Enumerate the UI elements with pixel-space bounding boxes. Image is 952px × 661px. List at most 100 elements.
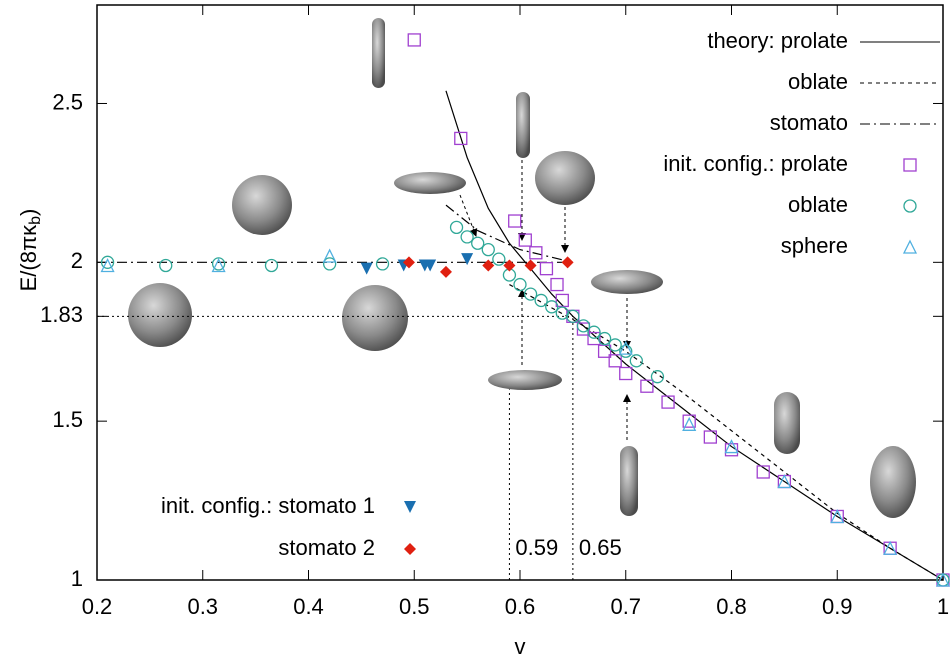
x-tick-label: 0.5 [399,594,430,619]
y-axis-label: E/(8πκb) [16,209,44,292]
point [587,325,601,339]
point [439,265,452,278]
point [576,319,591,333]
point [682,416,697,431]
legend-label: sphere [781,233,848,258]
point [322,248,337,263]
legend-name: oblate [788,69,848,94]
point [523,287,538,301]
point [503,259,516,272]
legend-swatch [404,543,416,555]
point [640,379,654,393]
legend-name: prolate [781,28,848,53]
point [402,256,415,269]
y-tick-label: 2 [71,248,83,273]
point [481,242,495,257]
y-label-part: E/(8πκ [16,224,41,292]
point [322,257,337,271]
shape-arrows [459,160,631,440]
point [608,354,622,368]
point [159,258,173,273]
x-tick-label: 0.2 [82,594,113,619]
point [597,344,612,358]
point [449,220,464,235]
point [460,230,474,244]
point [360,262,373,275]
point [513,277,527,292]
y-tick-label: 1 [71,566,83,591]
point [597,331,612,346]
legend-label: init. config.: stomato 1 [161,493,375,518]
point [629,354,643,368]
y-tick-label: 1.83 [40,302,83,327]
point [756,465,770,479]
x-tick-label: 0.3 [187,594,218,619]
point [264,258,279,273]
legend-prefix: init. config.: [161,493,272,518]
point [587,331,601,346]
point [883,540,898,555]
legend-label: oblate [788,192,848,217]
point [492,252,506,266]
point [550,277,564,292]
legend-name: oblate [788,192,848,217]
legend-name: stomato 1 [278,493,375,518]
point [524,259,537,272]
point [375,257,390,271]
point [618,340,633,355]
point [534,293,548,308]
point [724,439,739,454]
x-tick-label: 0.9 [822,594,853,619]
y-label-part: ) [16,209,41,216]
line-series [97,204,574,263]
legend-name: sphere [781,233,848,258]
legend-prefix: init. config.: [663,151,774,176]
point [682,414,696,428]
legend-swatch [902,239,918,254]
point [830,509,845,524]
line-series [509,284,944,581]
point [545,300,559,314]
y-tick-label: 2.5 [52,89,83,114]
point [461,253,474,266]
legend-name: stomato [770,110,848,135]
vesicle-shapes [128,18,916,518]
point [529,246,543,260]
legend-label: oblate [788,69,848,94]
point [454,131,468,146]
point [211,258,226,273]
point [561,256,574,269]
point [482,259,495,272]
point [100,258,115,273]
point [935,572,951,587]
legend-label: init. config.: prolate [663,151,848,176]
legend-label: stomato [770,110,848,135]
x-tick-label: 0.6 [505,594,536,619]
x-tick-label: 0.8 [716,594,747,619]
point [424,259,437,272]
point [724,443,739,457]
x-tick-label: 0.4 [293,594,324,619]
legend-label: stomato 2 [278,535,375,560]
point [619,344,633,358]
legend-swatch [404,501,416,513]
legend-label: theory: prolate [707,28,848,53]
y-label-part: b [27,216,44,225]
point [211,257,226,271]
x-tick-label: 0.7 [610,594,641,619]
point [661,395,675,409]
point [566,309,580,323]
point [100,255,115,269]
point [777,474,792,489]
legend-swatch [903,199,917,213]
point [650,370,665,384]
point [539,262,554,276]
point [619,366,633,381]
reference-label: 0.59 [515,535,558,560]
legend-prefix: theory: [707,28,774,53]
legend-swatch [903,158,917,172]
point [518,233,532,247]
point [703,430,717,444]
x-axis-label: v [515,634,526,659]
